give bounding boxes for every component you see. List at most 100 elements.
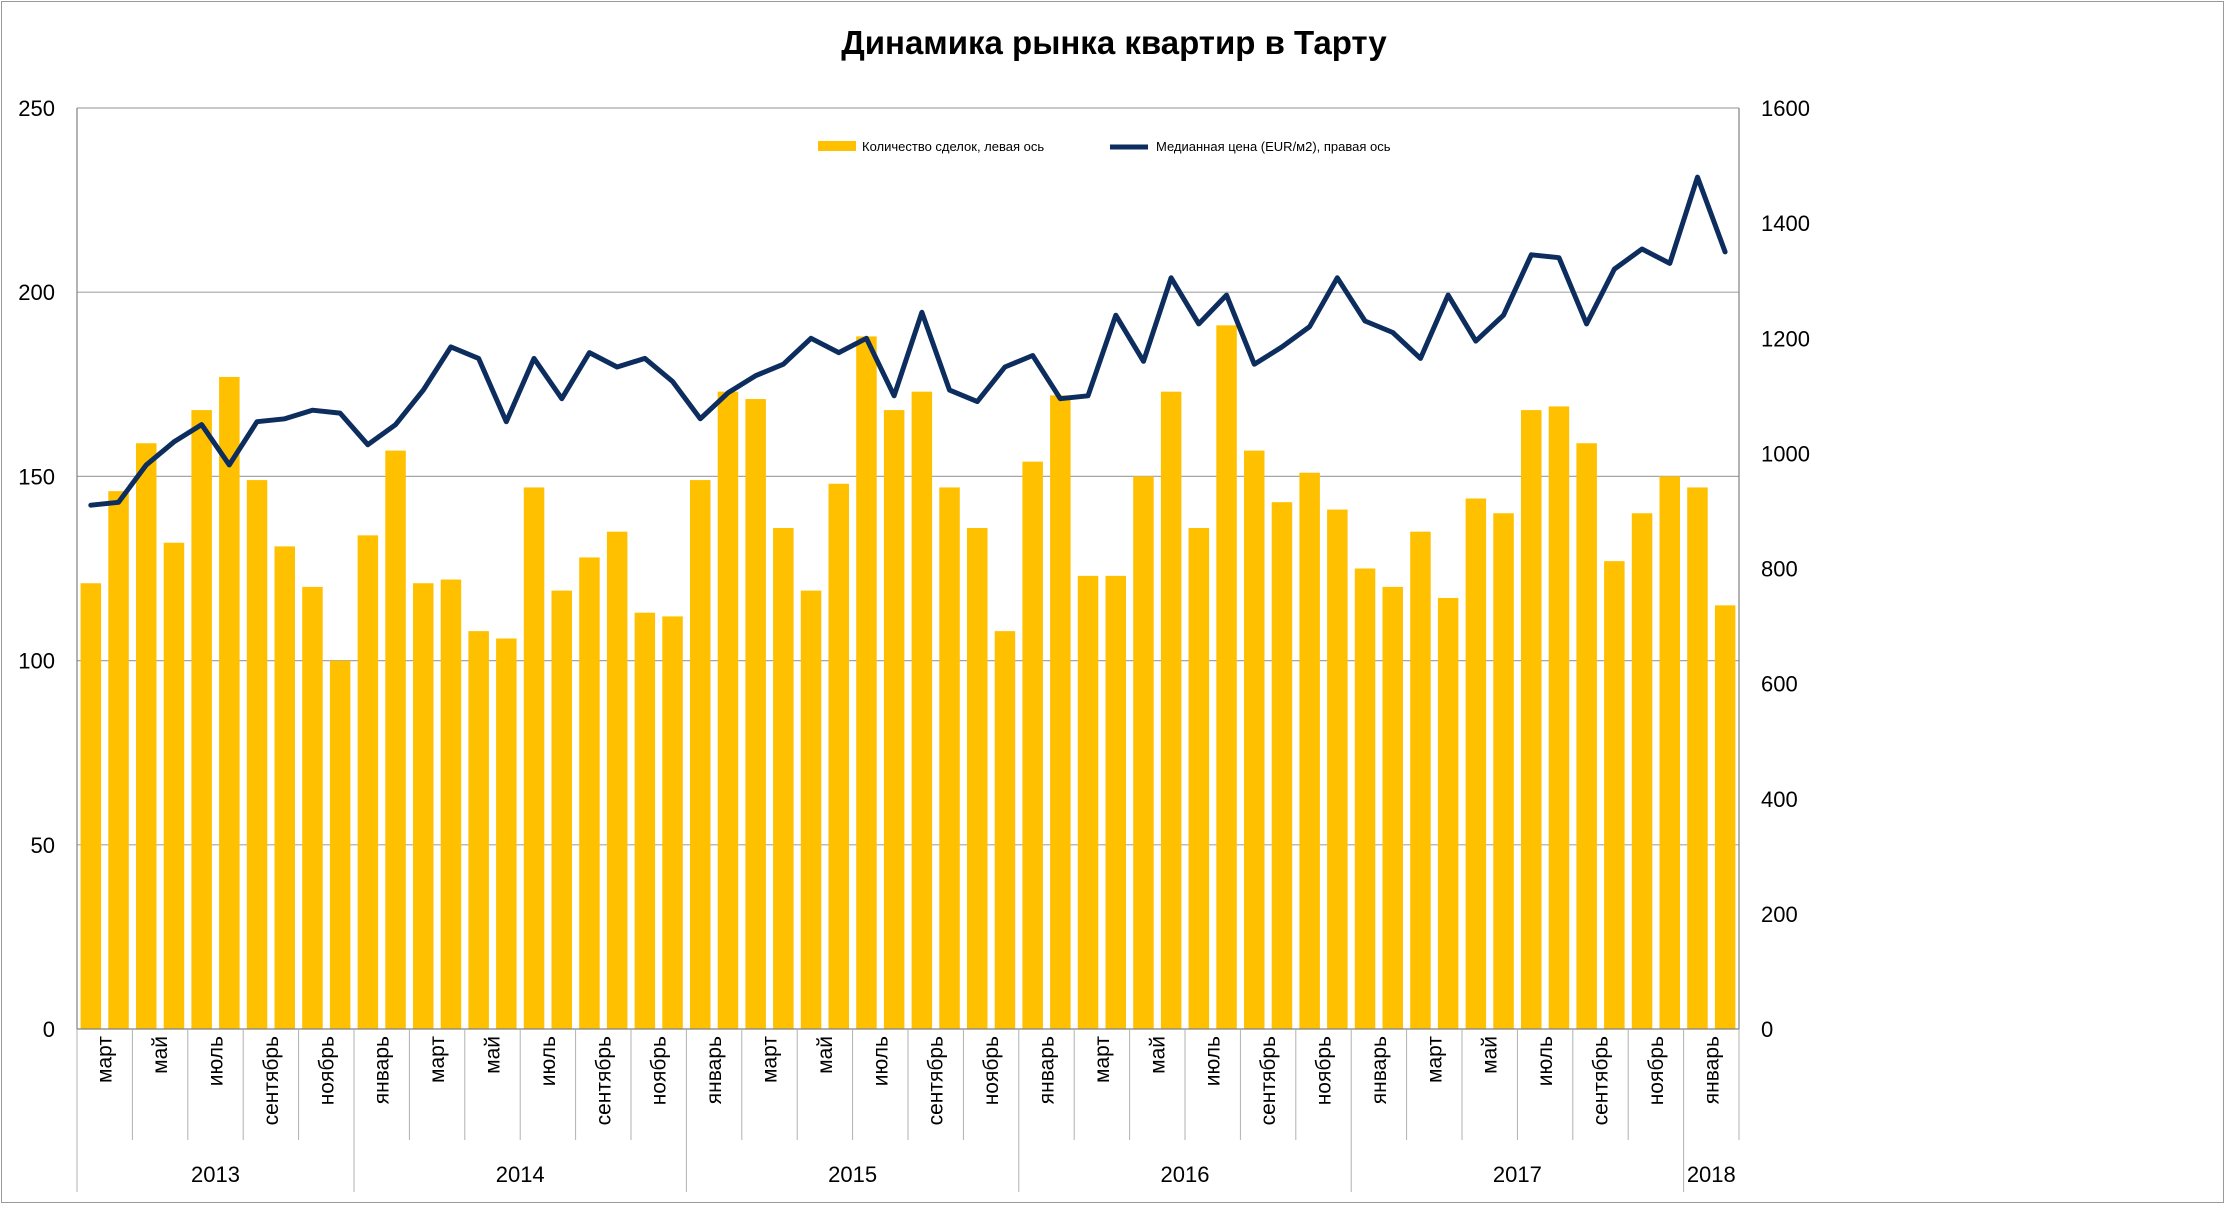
category-label: июль bbox=[1202, 1036, 1225, 1086]
bar bbox=[1327, 509, 1348, 1029]
right-tick-label: 1000 bbox=[1761, 441, 1810, 466]
bar bbox=[994, 631, 1016, 1029]
left-tick-label: 150 bbox=[18, 464, 55, 489]
bar bbox=[1410, 531, 1431, 1029]
bar bbox=[1271, 502, 1293, 1029]
bar bbox=[523, 487, 545, 1029]
left-tick-label: 100 bbox=[18, 649, 55, 674]
bar bbox=[302, 586, 323, 1029]
bar bbox=[939, 487, 960, 1029]
category-label: май bbox=[1479, 1036, 1502, 1074]
category-label: май bbox=[1146, 1036, 1169, 1074]
axes bbox=[76, 108, 1740, 1192]
category-label: январь bbox=[371, 1036, 394, 1104]
bar bbox=[1576, 443, 1597, 1029]
bar bbox=[1216, 325, 1237, 1030]
bar bbox=[246, 480, 268, 1030]
category-label: январь bbox=[1368, 1036, 1391, 1104]
right-tick-label: 1200 bbox=[1761, 326, 1810, 351]
price-line bbox=[88, 174, 1728, 508]
bar bbox=[800, 590, 822, 1029]
year-label: 2014 bbox=[496, 1162, 545, 1187]
legend-label-line: Медианная цена (EUR/м2), правая ось bbox=[1156, 139, 1391, 154]
bar bbox=[1354, 568, 1376, 1029]
right-tick-label: 400 bbox=[1761, 787, 1798, 812]
year-label: 2017 bbox=[1493, 1162, 1542, 1187]
right-tick-label: 200 bbox=[1761, 902, 1798, 927]
category-label: июль bbox=[205, 1036, 228, 1086]
bar bbox=[1687, 487, 1708, 1029]
category-label: ноябрь bbox=[1313, 1036, 1336, 1105]
left-tick-label: 200 bbox=[18, 280, 55, 305]
category-label: ноябрь bbox=[648, 1036, 671, 1105]
left-tick-label: 250 bbox=[18, 96, 55, 121]
category-label: сентябрь bbox=[260, 1036, 283, 1125]
right-tick-label: 1400 bbox=[1761, 211, 1810, 236]
category-label: январь bbox=[703, 1036, 726, 1104]
legend-label-bars: Количество сделок, левая ось bbox=[862, 139, 1044, 154]
year-label: 2013 bbox=[191, 1162, 240, 1187]
category-label: ноябрь bbox=[1645, 1036, 1668, 1105]
bar bbox=[108, 491, 129, 1029]
bar bbox=[1548, 406, 1570, 1029]
category-label: март bbox=[94, 1036, 117, 1083]
category-label: март bbox=[759, 1036, 782, 1083]
category-label: январь bbox=[1036, 1036, 1059, 1104]
bar bbox=[1077, 575, 1099, 1029]
bar bbox=[1521, 410, 1542, 1029]
bar bbox=[745, 399, 766, 1029]
year-label: 2016 bbox=[1161, 1162, 1210, 1187]
bar bbox=[219, 376, 240, 1029]
left-tick-label: 0 bbox=[43, 1017, 55, 1042]
bar bbox=[1631, 513, 1653, 1029]
year-labels: 2013 2014 2015 2016 2017 2018 bbox=[191, 1162, 1736, 1187]
bar bbox=[1604, 561, 1625, 1029]
right-axis-ticks: 0 200 400 600 800 1000 1200 1400 1600 bbox=[1761, 96, 1810, 1042]
category-label: сентябрь bbox=[592, 1036, 615, 1125]
bar bbox=[1299, 472, 1320, 1029]
bar bbox=[163, 542, 185, 1029]
right-tick-label: 600 bbox=[1761, 672, 1798, 697]
category-label: май bbox=[814, 1036, 837, 1074]
bar bbox=[1465, 498, 1487, 1029]
left-tick-label: 50 bbox=[31, 833, 55, 858]
year-label: 2018 bbox=[1687, 1162, 1736, 1187]
bar bbox=[413, 583, 434, 1029]
bar bbox=[828, 483, 849, 1029]
category-label: январь bbox=[1700, 1036, 1723, 1104]
bar bbox=[191, 410, 212, 1029]
right-tick-label: 800 bbox=[1761, 557, 1798, 582]
bar bbox=[496, 638, 517, 1029]
category-label: сентябрь bbox=[1257, 1036, 1280, 1125]
legend: Количество сделок, левая ось Медианная ц… bbox=[818, 139, 1391, 154]
bar bbox=[883, 410, 905, 1029]
bar bbox=[856, 336, 877, 1030]
bar bbox=[274, 546, 295, 1029]
bar bbox=[1437, 597, 1459, 1029]
bar bbox=[1188, 527, 1210, 1029]
category-label: март bbox=[1091, 1036, 1114, 1083]
category-label: июль bbox=[1534, 1036, 1557, 1086]
bar bbox=[579, 557, 600, 1029]
category-label: март bbox=[426, 1036, 449, 1083]
category-label: май bbox=[482, 1036, 505, 1074]
bar bbox=[1659, 476, 1680, 1029]
bar bbox=[551, 590, 572, 1029]
bar bbox=[1382, 586, 1403, 1029]
bar bbox=[690, 480, 711, 1030]
category-labels: март май июль сентябрь ноябрь январь март май ию… bbox=[94, 1036, 1724, 1126]
right-tick-label: 0 bbox=[1761, 1017, 1773, 1042]
category-label: май bbox=[149, 1036, 172, 1074]
category-label: март bbox=[1423, 1036, 1446, 1083]
category-label: сентябрь bbox=[1590, 1036, 1613, 1125]
bar bbox=[1244, 450, 1265, 1029]
bar bbox=[1050, 395, 1071, 1029]
category-label: ноябрь bbox=[315, 1036, 338, 1105]
gridlines bbox=[77, 107, 1739, 846]
category-label: июль bbox=[537, 1036, 560, 1086]
category-label: сентябрь bbox=[925, 1036, 948, 1125]
line-series bbox=[88, 174, 1728, 508]
year-label: 2015 bbox=[828, 1162, 877, 1187]
